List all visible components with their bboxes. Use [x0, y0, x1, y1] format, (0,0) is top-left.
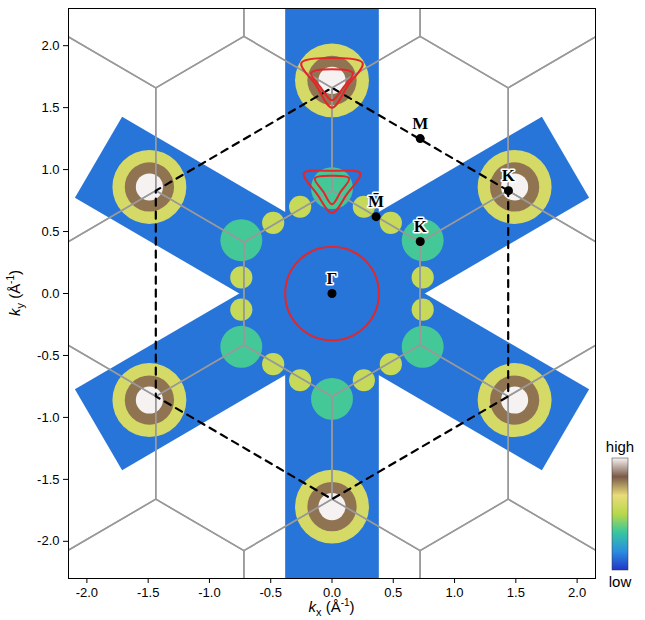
svg-text:K̄: K̄ — [414, 217, 428, 236]
svg-text:1.0: 1.0 — [41, 162, 59, 177]
svg-text:high: high — [606, 438, 634, 455]
svg-text:1.0: 1.0 — [446, 585, 464, 600]
svg-text:1.5: 1.5 — [507, 585, 525, 600]
svg-text:-0.5: -0.5 — [260, 585, 282, 600]
svg-text:K: K — [502, 166, 516, 185]
svg-text:-1.5: -1.5 — [37, 472, 59, 487]
svg-text:2.0: 2.0 — [41, 38, 59, 53]
svg-text:0.0: 0.0 — [323, 584, 341, 600]
svg-text:-1.0: -1.0 — [37, 410, 59, 425]
svg-text:-1.5: -1.5 — [137, 585, 159, 600]
svg-text:2.0: 2.0 — [568, 585, 586, 600]
svg-text:-0.5: -0.5 — [37, 348, 59, 363]
svg-text:-2.0: -2.0 — [76, 585, 98, 600]
svg-text:0.5: 0.5 — [384, 585, 402, 600]
svg-text:0.5: 0.5 — [41, 224, 59, 239]
svg-text:low: low — [609, 573, 632, 590]
svg-text:Γ: Γ — [327, 269, 338, 288]
svg-text:M̄: M̄ — [368, 192, 384, 211]
svg-text:-1.0: -1.0 — [198, 585, 220, 600]
svg-text:-2.0: -2.0 — [37, 533, 59, 548]
svg-text:1.5: 1.5 — [41, 100, 59, 115]
svg-text:ky (Å-1): ky (Å-1) — [5, 270, 26, 316]
svg-text:kx (Å-1): kx (Å-1) — [308, 597, 354, 618]
svg-text:0.0: 0.0 — [41, 286, 59, 301]
svg-text:M: M — [412, 114, 428, 133]
